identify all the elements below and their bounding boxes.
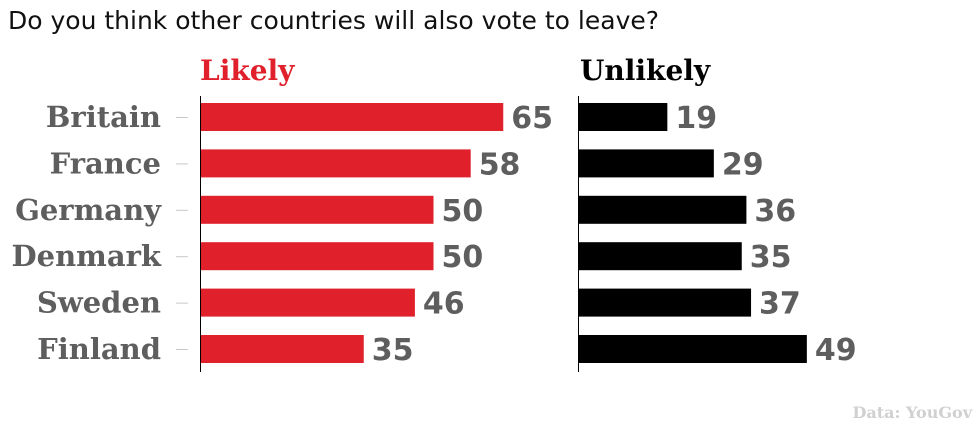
bar-unlikely bbox=[579, 195, 747, 224]
bar-value-label: 36 bbox=[754, 194, 796, 229]
series-header-likely: Likely bbox=[200, 54, 295, 87]
bar-likely bbox=[201, 242, 434, 271]
category-label: Denmark bbox=[11, 239, 161, 273]
bar-value-label: 46 bbox=[423, 287, 465, 322]
bar-value-label: 37 bbox=[759, 287, 801, 322]
category-label: Britain bbox=[46, 100, 161, 134]
bar-value-label: 65 bbox=[511, 101, 553, 136]
bar-unlikely bbox=[579, 149, 714, 178]
bar-unlikely bbox=[579, 288, 752, 317]
bar-value-label: 49 bbox=[815, 333, 857, 368]
category-label: Finland bbox=[37, 332, 161, 366]
bar-value-label: 50 bbox=[442, 240, 484, 275]
bar-value-label: 35 bbox=[372, 333, 414, 368]
bar-likely bbox=[201, 195, 434, 224]
series-header-unlikely: Unlikely bbox=[580, 54, 711, 87]
category-label: France bbox=[50, 146, 161, 180]
bar-value-label: 19 bbox=[675, 101, 717, 136]
category-label: Sweden bbox=[37, 286, 161, 320]
bar-value-label: 35 bbox=[750, 240, 792, 275]
bar-unlikely bbox=[579, 242, 742, 271]
bar-likely bbox=[201, 103, 504, 131]
category-label: Germany bbox=[15, 193, 162, 227]
bar-value-label: 29 bbox=[722, 147, 764, 182]
bar-value-label: 58 bbox=[479, 147, 521, 182]
bar-likely bbox=[201, 149, 471, 178]
bar-unlikely bbox=[579, 335, 807, 363]
bar-value-label: 50 bbox=[442, 194, 484, 229]
chart-title: Do you think other countries will also v… bbox=[8, 6, 660, 35]
source-note: Data: YouGov bbox=[853, 403, 973, 422]
bar-unlikely bbox=[579, 103, 668, 131]
bar-likely bbox=[201, 288, 415, 317]
bar-likely bbox=[201, 335, 364, 363]
